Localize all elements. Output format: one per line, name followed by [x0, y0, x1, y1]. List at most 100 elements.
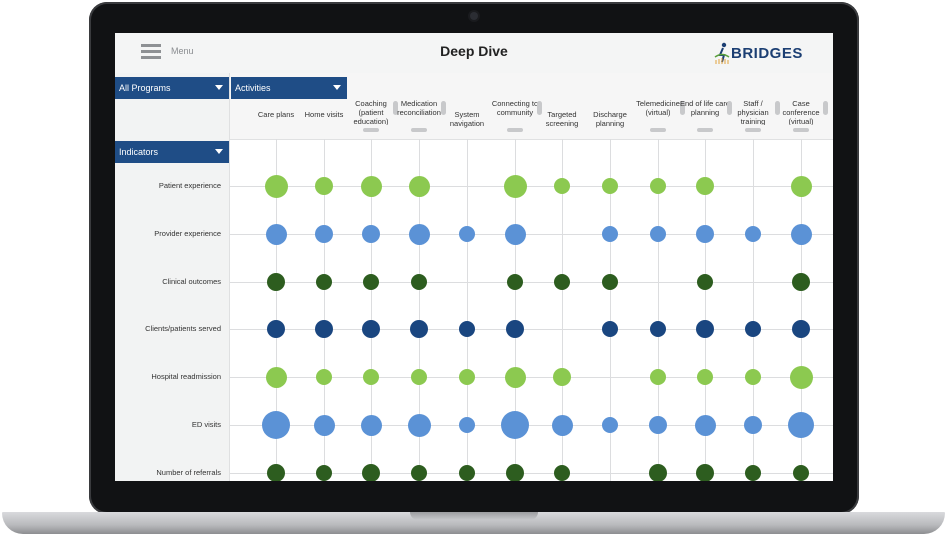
header-scrollbar[interactable] [793, 128, 809, 132]
activity-indicator-dot[interactable] [316, 369, 332, 385]
column-header[interactable]: Discharge planning [593, 110, 627, 128]
header-scrollbar[interactable] [507, 128, 523, 132]
activity-indicator-dot[interactable] [507, 274, 523, 290]
activity-indicator-dot[interactable] [360, 414, 382, 436]
activity-indicator-dot[interactable] [411, 274, 427, 290]
column-header[interactable]: System navigation [449, 110, 485, 128]
activity-indicator-dot[interactable] [602, 417, 618, 433]
activity-indicator-dot[interactable] [696, 225, 714, 243]
header-scrollbar[interactable] [697, 128, 713, 132]
activity-indicator-dot[interactable] [506, 320, 524, 338]
activity-indicator-dot[interactable] [696, 177, 714, 195]
header-scrollbar[interactable] [650, 128, 666, 132]
activity-indicator-dot[interactable] [267, 273, 285, 291]
header-scrollbar[interactable] [823, 101, 828, 115]
activity-indicator-dot[interactable] [788, 412, 814, 438]
header-scrollbar[interactable] [393, 101, 398, 115]
activity-indicator-dot[interactable] [265, 223, 287, 245]
activity-indicator-dot[interactable] [265, 366, 287, 388]
activity-indicator-dot[interactable] [602, 321, 618, 337]
activity-indicator-dot[interactable] [745, 321, 761, 337]
column-header[interactable]: Care plans [257, 110, 295, 119]
column-header[interactable]: Staff / physician training [737, 99, 769, 125]
activity-indicator-dot[interactable] [264, 174, 288, 198]
activity-indicator-dot[interactable] [745, 226, 761, 242]
activity-indicator-dot[interactable] [744, 416, 762, 434]
activity-indicator-dot[interactable] [267, 464, 285, 481]
activity-indicator-dot[interactable] [315, 177, 333, 195]
activity-indicator-dot[interactable] [602, 178, 618, 194]
activity-indicator-dot[interactable] [649, 416, 667, 434]
activity-indicator-dot[interactable] [554, 465, 570, 481]
activity-indicator-dot[interactable] [602, 226, 618, 242]
activity-indicator-dot[interactable] [504, 366, 526, 388]
header-scrollbar[interactable] [727, 101, 732, 115]
activity-indicator-dot[interactable] [411, 465, 427, 481]
activity-indicator-dot[interactable] [650, 178, 666, 194]
header-scrollbar[interactable] [775, 101, 780, 115]
activity-indicator-dot[interactable] [553, 368, 571, 386]
activity-indicator-dot[interactable] [410, 320, 428, 338]
activity-indicator-dot[interactable] [411, 369, 427, 385]
header-scrollbar[interactable] [411, 128, 427, 132]
activity-indicator-dot[interactable] [790, 175, 812, 197]
activity-indicator-dot[interactable] [504, 223, 526, 245]
programs-dropdown[interactable]: All Programs [115, 77, 229, 99]
activity-indicator-dot[interactable] [360, 175, 382, 197]
column-header[interactable]: End of life care planning [679, 99, 731, 117]
activity-indicator-dot[interactable] [363, 274, 379, 290]
activity-indicator-dot[interactable] [745, 369, 761, 385]
activity-indicator-dot[interactable] [408, 223, 430, 245]
activity-indicator-dot[interactable] [362, 225, 380, 243]
activity-indicator-dot[interactable] [408, 175, 430, 197]
activity-indicator-dot[interactable] [792, 320, 810, 338]
activity-indicator-dot[interactable] [459, 226, 475, 242]
activity-indicator-dot[interactable] [649, 464, 667, 481]
activity-indicator-dot[interactable] [554, 274, 570, 290]
header-scrollbar[interactable] [363, 128, 379, 132]
activity-indicator-dot[interactable] [503, 174, 527, 198]
activity-indicator-dot[interactable] [267, 320, 285, 338]
activity-indicator-dot[interactable] [362, 464, 380, 481]
header-scrollbar[interactable] [537, 101, 542, 115]
activity-indicator-dot[interactable] [745, 465, 761, 481]
activity-indicator-dot[interactable] [650, 369, 666, 385]
activity-indicator-dot[interactable] [789, 365, 813, 389]
activity-indicator-dot[interactable] [554, 178, 570, 194]
activity-indicator-dot[interactable] [459, 369, 475, 385]
activity-indicator-dot[interactable] [501, 411, 529, 439]
activity-indicator-dot[interactable] [362, 320, 380, 338]
header-scrollbar[interactable] [745, 128, 761, 132]
menu-label[interactable]: Menu [171, 46, 194, 56]
column-header[interactable]: Connecting to community [491, 99, 539, 117]
indicators-dropdown[interactable]: Indicators [115, 141, 229, 163]
column-header[interactable]: Case conference (virtual) [782, 99, 820, 125]
activity-indicator-dot[interactable] [459, 417, 475, 433]
activity-indicator-dot[interactable] [650, 226, 666, 242]
activity-indicator-dot[interactable] [315, 225, 333, 243]
activity-indicator-dot[interactable] [316, 274, 332, 290]
column-header[interactable]: Telemedicine (virtual) [636, 99, 680, 117]
header-scrollbar[interactable] [680, 101, 685, 115]
activity-indicator-dot[interactable] [551, 414, 573, 436]
column-header[interactable]: Home visits [304, 110, 344, 119]
activity-indicator-dot[interactable] [316, 465, 332, 481]
activity-indicator-dot[interactable] [459, 321, 475, 337]
activity-indicator-dot[interactable] [407, 413, 431, 437]
activity-indicator-dot[interactable] [790, 223, 812, 245]
activity-indicator-dot[interactable] [315, 320, 333, 338]
activity-indicator-dot[interactable] [650, 321, 666, 337]
activity-indicator-dot[interactable] [696, 320, 714, 338]
column-header[interactable]: Medication reconciliation [397, 99, 441, 117]
activity-indicator-dot[interactable] [694, 414, 716, 436]
activity-indicator-dot[interactable] [792, 273, 810, 291]
activity-indicator-dot[interactable] [697, 274, 713, 290]
header-scrollbar[interactable] [441, 101, 446, 115]
menu-icon[interactable] [141, 44, 161, 60]
activity-indicator-dot[interactable] [262, 411, 290, 439]
column-header[interactable]: Coaching (patient education) [353, 99, 389, 125]
activity-indicator-dot[interactable] [363, 369, 379, 385]
activity-indicator-dot[interactable] [506, 464, 524, 481]
column-header[interactable]: Targeted screening [545, 110, 579, 128]
activity-indicator-dot[interactable] [793, 465, 809, 481]
